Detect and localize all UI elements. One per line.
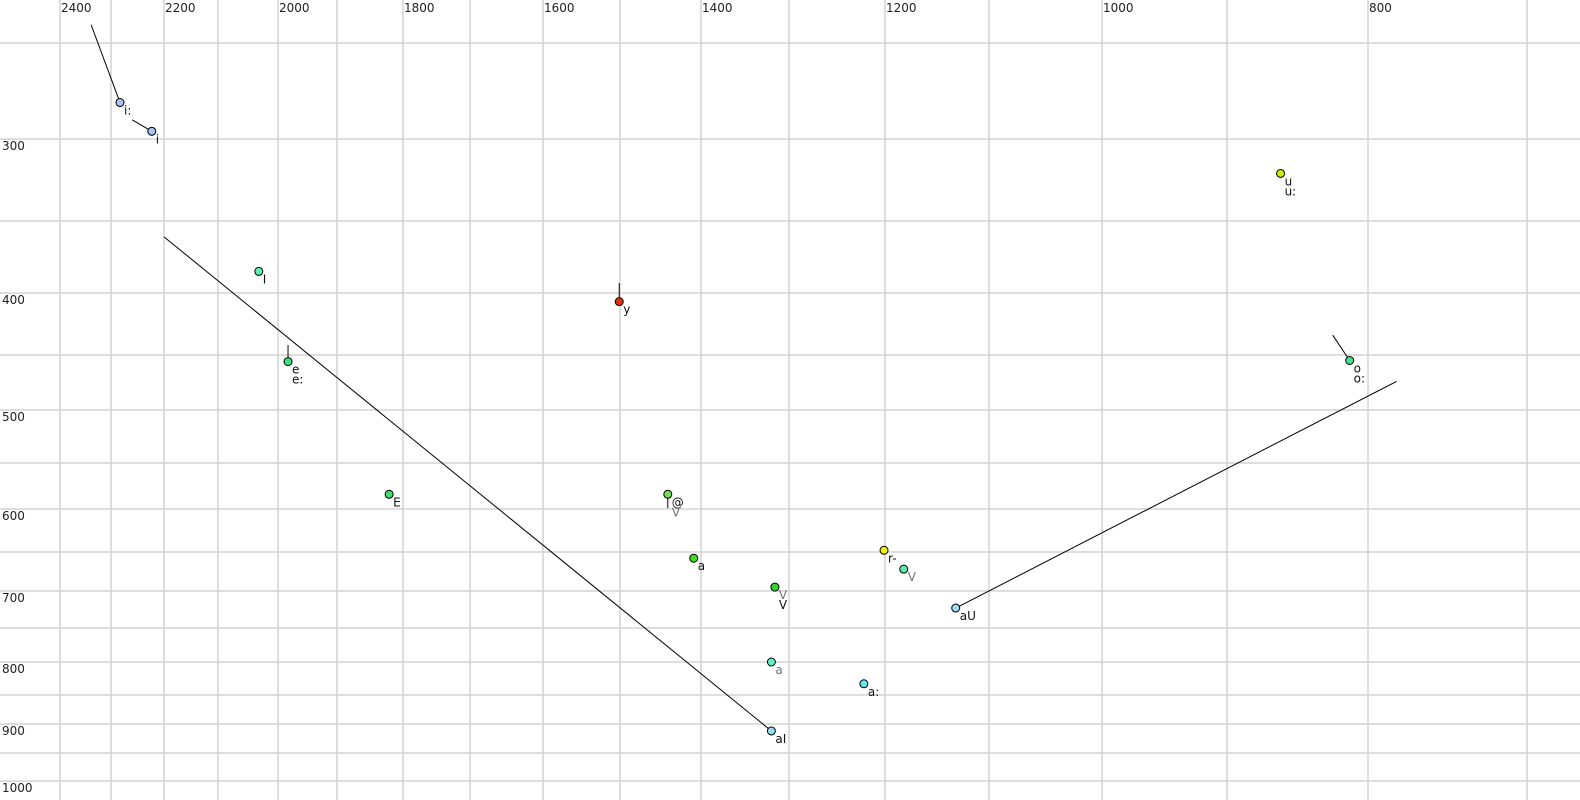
x-tick-label: 1200 [886,1,917,15]
vowel-point [770,582,780,592]
vowel-point [614,297,624,307]
trajectory-line [1332,334,1351,361]
vowel-label: r- [888,551,897,565]
y-tick-label: 1000 [2,781,33,795]
vowel-point [115,98,125,108]
x-tick-label: 1400 [702,1,733,15]
vowel-point [1345,356,1355,365]
vowel-point [254,266,264,276]
vowel-label: V [779,588,788,602]
vowel-label: aI [775,732,786,746]
vowel-label: a [775,663,782,677]
vowel-label: E [393,495,401,509]
x-tick-label: 2000 [279,1,310,15]
vowel-label: V [779,598,788,612]
x-tick-label: 800 [1369,1,1392,15]
y-tick-label: 400 [2,293,25,307]
vowel-label: i: [124,104,131,118]
vowel-point [689,553,699,563]
trajectory-line [955,380,1397,609]
y-tick-label: 300 [2,139,25,153]
vowel-point [663,489,673,499]
vowel-point [766,726,776,736]
vowel-label: e [292,363,299,377]
x-tick-label: 1600 [544,1,575,15]
x-tick-label: 1800 [404,1,435,15]
y-tick-label: 500 [2,410,25,424]
vowel-label: I [263,272,267,286]
vowel-label: e: [292,373,303,387]
vowel-label: a: [868,685,879,699]
vowel-point [859,679,869,689]
x-tick-label: 1000 [1103,1,1134,15]
vowel-label: V [672,505,681,519]
y-tick-label: 700 [2,591,25,605]
tick-labels: 2400 2200 2000 1800 1600 1400 1200 1000 800 300 40… [2,1,1392,795]
trajectories [90,24,1397,732]
vowel-point [283,357,293,367]
vowel-label: o: [1354,372,1365,386]
vowel-point [1276,168,1286,178]
trajectory-line [90,24,121,103]
vowel-point [879,545,889,555]
vowel-label: i [156,132,159,146]
vowel-point [951,603,961,613]
vowel-point [147,126,157,136]
vowel-point [766,657,776,667]
y-tick-label: 600 [2,509,25,523]
vowel-label: aU [960,609,976,623]
vowel-label: y [623,303,630,317]
vowel-label: u [1285,174,1293,188]
trajectory-line [163,236,772,732]
y-tick-label: 900 [2,724,25,738]
vowel-point [899,564,909,574]
x-tick-label: 2400 [61,1,92,15]
vowel-label: V [908,570,917,584]
vowel-label: @ [672,495,684,509]
vowel-label: u: [1285,184,1297,198]
vowel-label: o [1354,362,1361,376]
vowel-point [384,489,394,499]
y-tick-label: 800 [2,662,25,676]
vowel-label: a [698,559,705,573]
x-tick-label: 2200 [165,1,196,15]
